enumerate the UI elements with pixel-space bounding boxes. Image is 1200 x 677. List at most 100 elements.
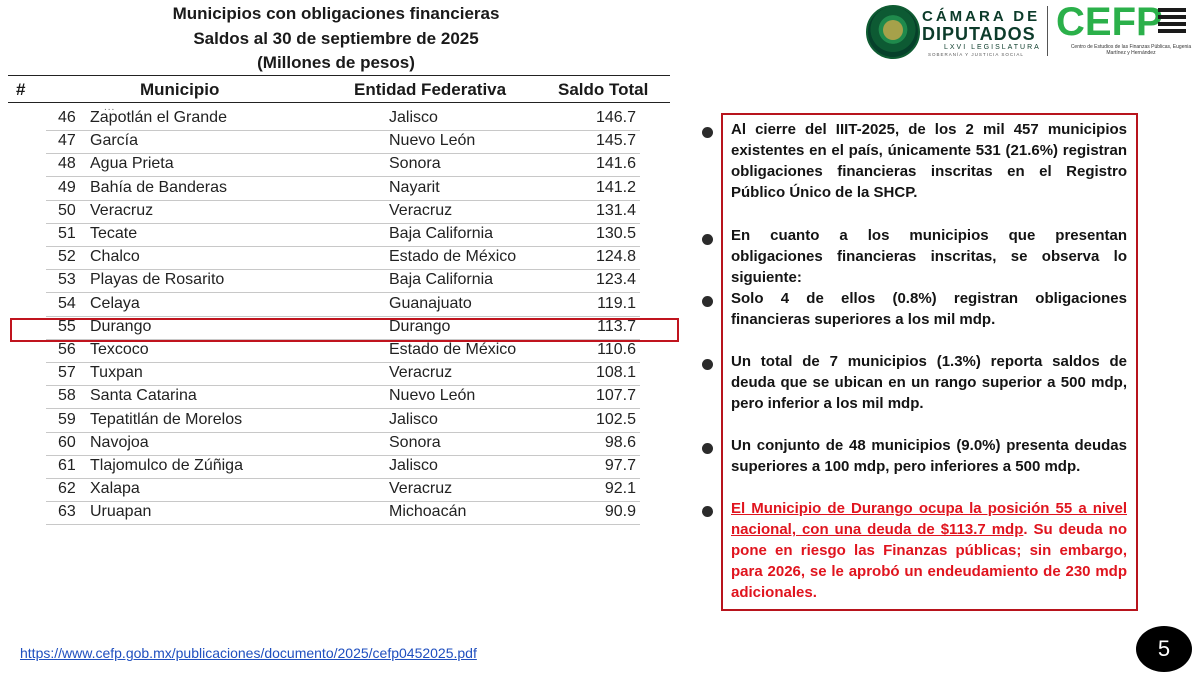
- row-number: 60: [58, 433, 76, 451]
- row-number: 61: [58, 457, 76, 474]
- page-number-badge: 5: [1136, 626, 1192, 672]
- row-entidad: Nayarit: [389, 178, 440, 196]
- row-municipio: Bahía de Banderas: [90, 178, 227, 196]
- row-entidad: Sonora: [389, 155, 441, 173]
- row-saldo: 90.9: [604, 503, 636, 521]
- table-row: 57 Tuxpan Veracruz 108.1: [46, 362, 640, 387]
- row-number: 48: [58, 155, 76, 173]
- row-saldo: 131.4: [595, 201, 636, 219]
- table-row: 58 Santa Catarina Nuevo León 107.7: [46, 385, 640, 410]
- table-row: 62 Xalapa Veracruz 92.1: [46, 478, 640, 503]
- table-row: 48 Agua Prieta Sonora 141.6: [46, 153, 640, 178]
- note-1: Al cierre del IIIT-2025, de los 2 mil 45…: [731, 121, 1127, 201]
- bullet-icon: [702, 127, 713, 138]
- durango-row-highlight: [10, 318, 679, 342]
- row-entidad: Guanajuato: [389, 294, 472, 312]
- row-entidad: Baja California: [389, 271, 494, 289]
- row-municipio: Santa Catarina: [90, 387, 197, 405]
- table-row: 53 Playas de Rosarito Baja California 123.4: [46, 269, 640, 294]
- logo-text-lema: SOBERANÍA Y JUSTICIA SOCIAL: [928, 52, 1024, 57]
- row-entidad: Baja California: [389, 225, 494, 242]
- row-number: 47: [58, 132, 76, 150]
- table-row: 47 García Nuevo León 145.7: [46, 130, 640, 155]
- row-saldo: 119.1: [597, 294, 636, 312]
- note-5: Un conjunto de 48 municipios (9.0%) pres…: [731, 437, 1127, 475]
- row-number: 55: [58, 317, 76, 335]
- source-link[interactable]: https://www.cefp.gob.mx/publicaciones/do…: [20, 645, 477, 661]
- table-row: 52 Chalco Estado de México 124.8: [46, 246, 640, 271]
- row-municipio: Durango: [90, 317, 152, 335]
- row-number: 58: [58, 387, 76, 405]
- row-saldo: 98.6: [604, 433, 636, 451]
- row-saldo: 92.1: [604, 480, 636, 498]
- row-entidad: Veracruz: [389, 201, 453, 219]
- row-number: 53: [58, 271, 76, 289]
- cefp-logo: CEFP: [1056, 0, 1163, 44]
- row-saldo: 146.7: [595, 109, 636, 126]
- row-municipio: Celaya: [90, 294, 140, 312]
- logo-divider: [1047, 6, 1048, 56]
- row-saldo: 123.4: [595, 271, 636, 289]
- row-municipio: Tlajomulco de Zúñiga: [90, 457, 243, 474]
- note-4: Un total de 7 municipios (1.3%) reporta …: [731, 353, 1127, 412]
- row-municipio: Tuxpan: [90, 364, 143, 382]
- row-saldo: 97.7: [604, 457, 636, 474]
- camara-diputados-logo: CÁMARA DE DIPUTADOS LXVI LEGISLATURA SOB…: [866, 5, 1046, 59]
- row-saldo: 141.2: [595, 178, 636, 196]
- row-municipio: García: [90, 132, 139, 150]
- table-row: 60 Navojoa Sonora 98.6: [46, 432, 640, 456]
- row-municipio: Navojoa: [90, 433, 149, 451]
- row-entidad: Veracruz: [389, 480, 453, 498]
- row-saldo: 102.5: [595, 410, 636, 428]
- row-saldo: 145.7: [595, 132, 636, 150]
- note-3: Solo 4 de ellos (0.8%) registran obligac…: [731, 290, 1127, 328]
- row-municipio: Xalapa: [90, 480, 140, 498]
- row-municipio: Tecate: [90, 225, 138, 242]
- row-municipio: Texcoco: [90, 341, 149, 358]
- table-row: 59 Tepatitlán de Morelos Jalisco 102.5: [46, 409, 640, 433]
- row-entidad: Jalisco: [389, 410, 438, 428]
- row-saldo: 108.1: [595, 364, 636, 382]
- table-row: 46 Zapotlán el Grande Jalisco 146.7: [46, 107, 640, 131]
- row-saldo: 110.6: [597, 341, 636, 358]
- row-municipio: Zapotlán el Grande: [90, 109, 227, 126]
- note-6-rest: . Su deuda no pone en riesgo las Finanza…: [731, 521, 1127, 601]
- table-row: 49 Bahía de Banderas Nayarit 141.2: [46, 177, 640, 201]
- notes-panel: [721, 113, 1138, 611]
- row-municipio: Veracruz: [90, 201, 154, 219]
- row-number: 52: [58, 248, 76, 266]
- bullet-icon: [702, 359, 713, 370]
- note-2: En cuanto a los municipios que presentan…: [731, 227, 1127, 286]
- row-number: 56: [58, 341, 76, 358]
- row-number: 54: [58, 294, 76, 312]
- row-number: 50: [58, 201, 76, 219]
- row-entidad: Sonora: [389, 433, 441, 451]
- table-row: 50 Veracruz Veracruz 131.4: [46, 200, 640, 224]
- row-entidad: Estado de México: [389, 248, 517, 266]
- cefp-subtitle: Centro de Estudios de las Finanzas Públi…: [1070, 44, 1192, 56]
- note-6: El Municipio de Durango ocupa la posició…: [731, 498, 1127, 603]
- row-number: 62: [58, 480, 76, 498]
- row-saldo: 107.7: [595, 387, 636, 405]
- table-header: # Municipio Entidad Federativa Saldo Tot…: [8, 75, 670, 103]
- row-saldo: 130.5: [595, 225, 636, 242]
- row-municipio: Tepatitlán de Morelos: [90, 410, 243, 428]
- header-entidad: Entidad Federativa: [354, 80, 507, 99]
- row-entidad: Nuevo León: [389, 132, 476, 150]
- row-entidad: Durango: [389, 317, 451, 335]
- row-number: 51: [58, 225, 76, 242]
- bullet-icon: [702, 506, 713, 517]
- row-number: 49: [58, 178, 76, 196]
- row-entidad: Michoacán: [389, 503, 467, 521]
- bullet-icon: [702, 443, 713, 454]
- table-row: 51 Tecate Baja California 130.5: [46, 223, 640, 247]
- row-number: 57: [58, 364, 76, 382]
- logo-text-camara: CÁMARA DE: [922, 8, 1041, 25]
- row-number: 46: [58, 109, 76, 126]
- row-number: 63: [58, 503, 76, 521]
- row-entidad: Jalisco: [389, 109, 438, 126]
- national-seal-icon: [866, 5, 920, 59]
- row-saldo: 141.6: [595, 155, 636, 173]
- row-entidad: Estado de México: [389, 341, 517, 358]
- row-entidad: Veracruz: [389, 364, 453, 382]
